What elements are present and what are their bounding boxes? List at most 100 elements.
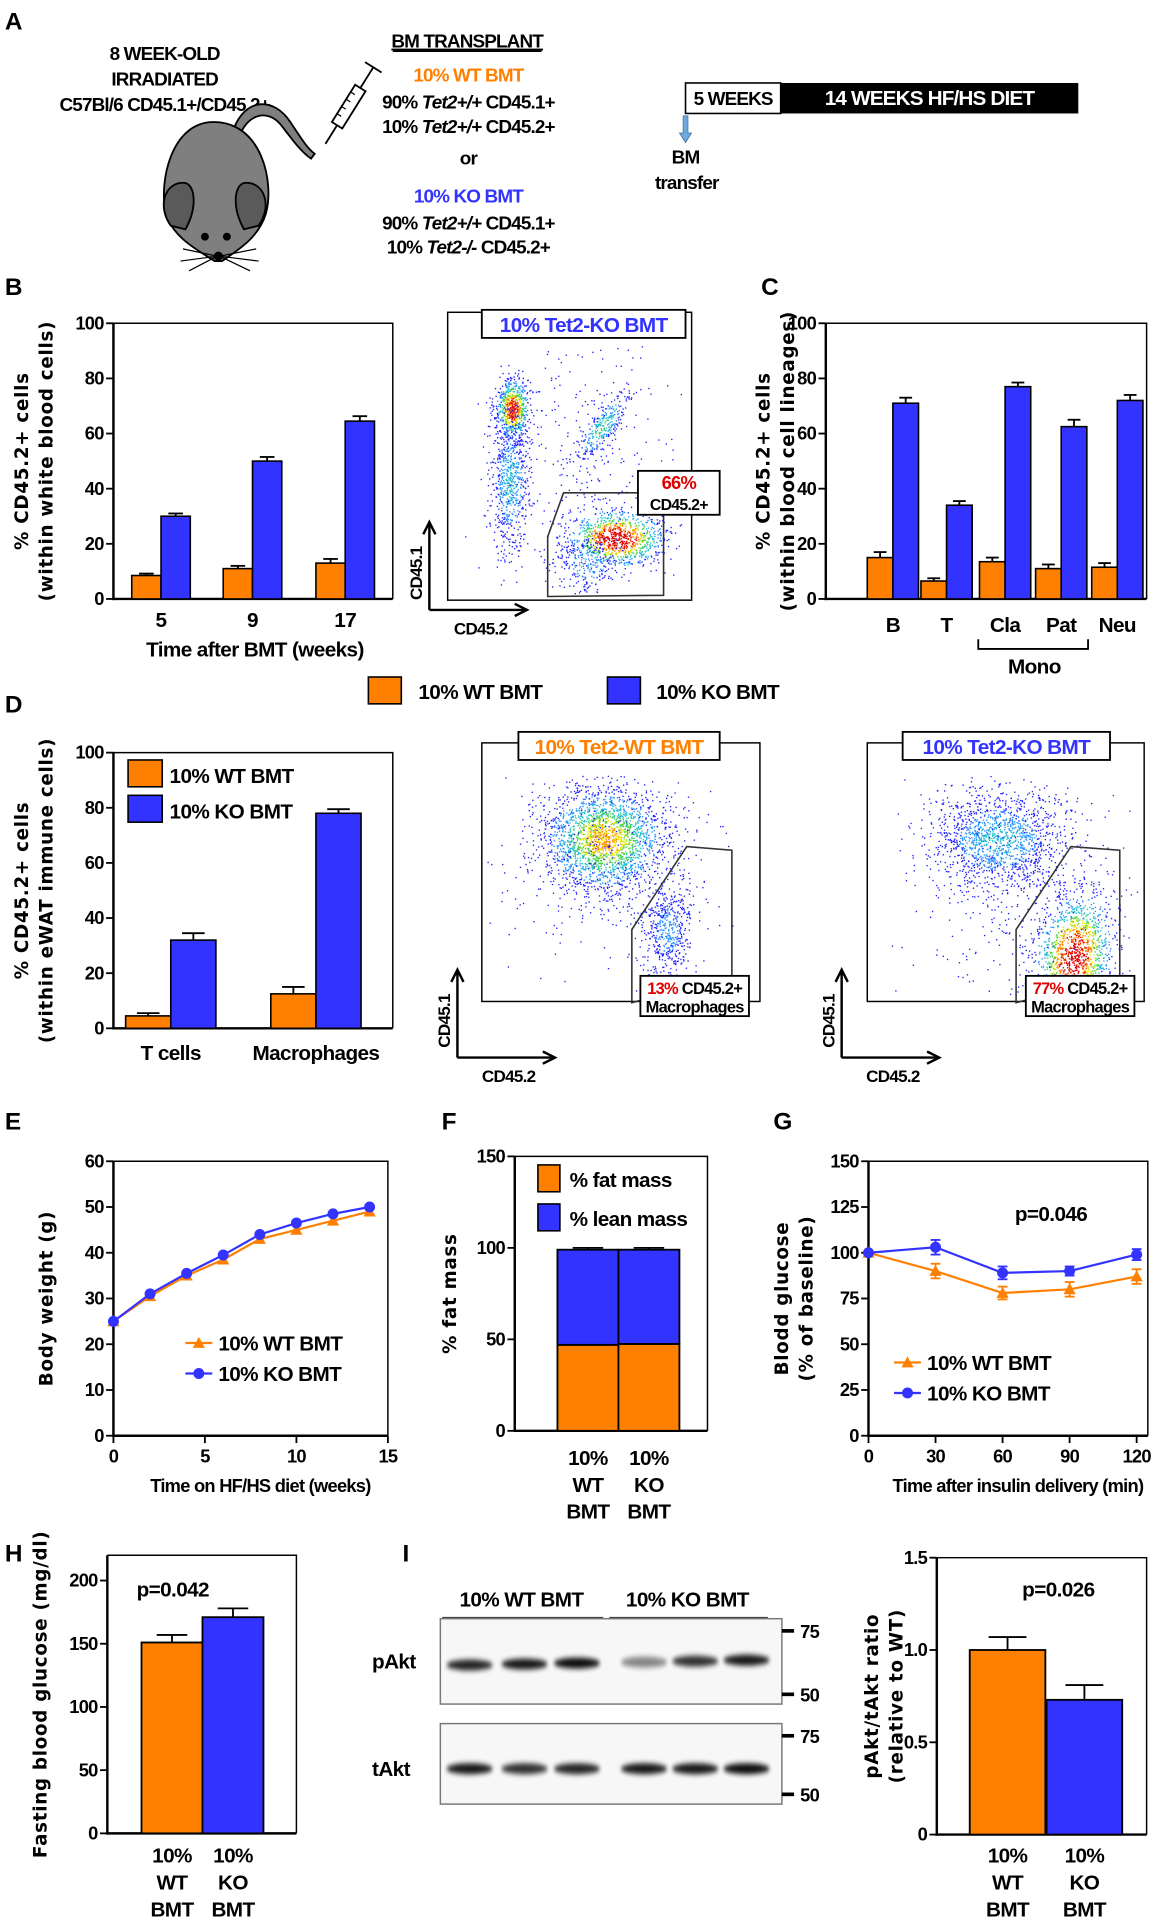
event-dot bbox=[608, 840, 610, 843]
event-dot bbox=[635, 543, 637, 545]
event-dot bbox=[517, 499, 519, 501]
event-dot bbox=[610, 577, 612, 579]
event-dot bbox=[495, 417, 497, 419]
event-dot bbox=[530, 459, 532, 461]
data-point bbox=[192, 1336, 205, 1348]
event-dot bbox=[506, 423, 509, 426]
event-dot bbox=[608, 792, 610, 794]
event-dot bbox=[610, 523, 613, 525]
event-dot bbox=[593, 552, 595, 555]
event-dot bbox=[511, 430, 514, 433]
event-dot bbox=[550, 872, 552, 874]
event-dot bbox=[610, 516, 613, 518]
event-dot bbox=[500, 559, 502, 562]
event-dot bbox=[591, 430, 594, 432]
event-dot bbox=[586, 582, 588, 585]
event-dot bbox=[502, 494, 504, 496]
event-dot bbox=[604, 547, 606, 549]
event-dot bbox=[586, 486, 589, 489]
event-dot bbox=[587, 548, 590, 550]
event-dot bbox=[593, 419, 595, 422]
event-dot bbox=[604, 566, 607, 568]
event-dot bbox=[555, 492, 557, 495]
event-dot bbox=[608, 423, 610, 425]
event-dot bbox=[615, 408, 618, 410]
event-dot bbox=[635, 807, 638, 810]
event-dot bbox=[509, 402, 512, 404]
event-dot bbox=[598, 817, 600, 819]
event-dot bbox=[514, 481, 516, 483]
event-dot bbox=[606, 855, 608, 857]
event-dot bbox=[597, 866, 599, 868]
event-dot bbox=[633, 552, 635, 555]
event-dot bbox=[575, 797, 578, 800]
event-dot bbox=[634, 549, 637, 552]
event-dot bbox=[518, 411, 520, 413]
y-axis-label: Fasting blood glucose (mg/dl) bbox=[30, 1531, 51, 1859]
event-dot bbox=[510, 472, 512, 474]
event-dot bbox=[513, 482, 516, 484]
event-dot bbox=[516, 471, 518, 473]
event-dot bbox=[566, 475, 568, 477]
event-dot bbox=[520, 439, 523, 441]
y-tick-label: 60 bbox=[85, 852, 104, 873]
event-dot bbox=[572, 812, 575, 815]
event-dot bbox=[548, 787, 551, 789]
event-dot bbox=[609, 544, 611, 546]
event-dot bbox=[551, 826, 554, 828]
event-dot bbox=[624, 865, 626, 867]
event-dot bbox=[675, 826, 678, 829]
event-dot bbox=[604, 556, 607, 558]
event-dot bbox=[673, 574, 675, 576]
event-dot bbox=[620, 815, 622, 817]
event-dot bbox=[588, 423, 590, 425]
event-dot bbox=[607, 881, 609, 883]
event-dot bbox=[600, 448, 602, 451]
event-dot bbox=[578, 574, 581, 577]
event-dot bbox=[548, 502, 550, 504]
event-dot bbox=[631, 807, 633, 809]
event-dot bbox=[502, 453, 505, 455]
event-dot bbox=[526, 465, 528, 467]
event-dot bbox=[612, 874, 614, 876]
event-dot bbox=[649, 531, 651, 533]
event-dot bbox=[624, 518, 627, 521]
event-dot bbox=[600, 437, 603, 439]
event-dot bbox=[639, 559, 641, 562]
event-dot bbox=[510, 480, 513, 482]
event-dot bbox=[597, 421, 599, 423]
event-dot bbox=[579, 554, 582, 556]
event-dot bbox=[583, 588, 586, 591]
event-dot bbox=[628, 516, 630, 518]
event-dot bbox=[639, 833, 642, 835]
event-dot bbox=[640, 534, 642, 536]
event-dot bbox=[508, 503, 510, 505]
event-dot bbox=[650, 570, 652, 572]
event-dot bbox=[627, 824, 629, 826]
event-dot bbox=[610, 834, 612, 837]
event-dot bbox=[605, 537, 608, 539]
event-dot bbox=[500, 431, 502, 433]
event-dot bbox=[643, 525, 646, 528]
flow-plot-frame bbox=[446, 311, 693, 601]
event-dot bbox=[512, 451, 514, 453]
event-dot bbox=[495, 426, 498, 428]
event-dot bbox=[511, 416, 513, 418]
event-dot bbox=[514, 434, 516, 436]
event-dot bbox=[649, 846, 651, 848]
event-dot bbox=[631, 898, 634, 901]
event-dot bbox=[606, 818, 609, 820]
event-dot bbox=[566, 781, 568, 783]
event-dot bbox=[573, 561, 575, 564]
event-dot bbox=[618, 409, 621, 412]
event-dot bbox=[622, 866, 624, 868]
event-dot bbox=[658, 562, 660, 564]
event-dot bbox=[625, 534, 627, 537]
event-dot bbox=[621, 848, 624, 850]
event-dot bbox=[512, 465, 515, 467]
event-dot bbox=[567, 787, 569, 789]
event-dot bbox=[496, 526, 499, 529]
p-value-annotation: p=0.046 bbox=[1015, 1203, 1087, 1226]
event-dot bbox=[496, 505, 499, 508]
event-dot bbox=[599, 849, 601, 851]
